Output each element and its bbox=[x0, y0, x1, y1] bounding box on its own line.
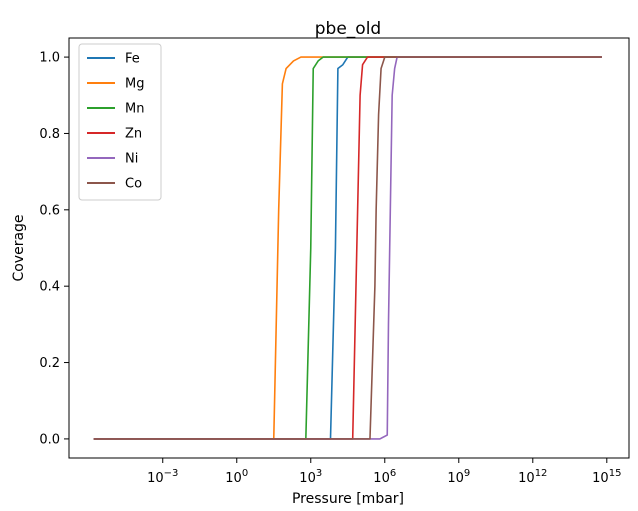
x-tick-label: 10−3 bbox=[147, 468, 178, 486]
series-line-co bbox=[93, 56, 602, 440]
x-tick-label: 1012 bbox=[518, 468, 547, 486]
legend-label-fe: Fe bbox=[125, 52, 140, 67]
y-tick-label: 0.6 bbox=[39, 203, 60, 218]
legend: Fe Mg Mn Zn Ni Co bbox=[78, 43, 162, 201]
x-tick-label: 1015 bbox=[592, 468, 621, 486]
series-line-fe bbox=[93, 56, 602, 440]
legend-label-zn: Zn bbox=[125, 127, 142, 142]
plot-lines bbox=[93, 56, 602, 440]
x-axis-ticks: 10−3 100 103 106 109 1012 1015 bbox=[147, 458, 621, 486]
x-tick-label: 106 bbox=[373, 468, 396, 486]
series-line-ni bbox=[93, 56, 602, 440]
legend-box bbox=[78, 43, 162, 201]
x-axis-label: Pressure [mbar] bbox=[292, 491, 404, 507]
x-tick-label: 103 bbox=[299, 468, 322, 486]
y-axis-ticks: 0.0 0.2 0.4 0.6 0.8 1.0 bbox=[39, 51, 69, 447]
legend-label-co: Co bbox=[125, 177, 142, 192]
x-tick-label: 100 bbox=[225, 468, 248, 486]
legend-label-mg: Mg bbox=[125, 77, 144, 92]
series-line-mn bbox=[93, 56, 602, 440]
y-tick-label: 1.0 bbox=[39, 51, 60, 66]
series-line-zn bbox=[93, 56, 602, 440]
legend-label-mn: Mn bbox=[125, 102, 144, 117]
y-tick-label: 0.8 bbox=[39, 127, 60, 142]
y-tick-label: 0.2 bbox=[39, 356, 60, 371]
legend-label-ni: Ni bbox=[125, 152, 138, 167]
y-tick-label: 0.0 bbox=[39, 432, 60, 447]
chart-title: pbe_old bbox=[315, 19, 381, 39]
series-line-mg bbox=[93, 56, 602, 440]
y-axis-label: Coverage bbox=[11, 214, 27, 281]
plot-area-frame bbox=[68, 37, 630, 459]
x-tick-label: 109 bbox=[447, 468, 470, 486]
y-tick-label: 0.4 bbox=[39, 280, 60, 295]
